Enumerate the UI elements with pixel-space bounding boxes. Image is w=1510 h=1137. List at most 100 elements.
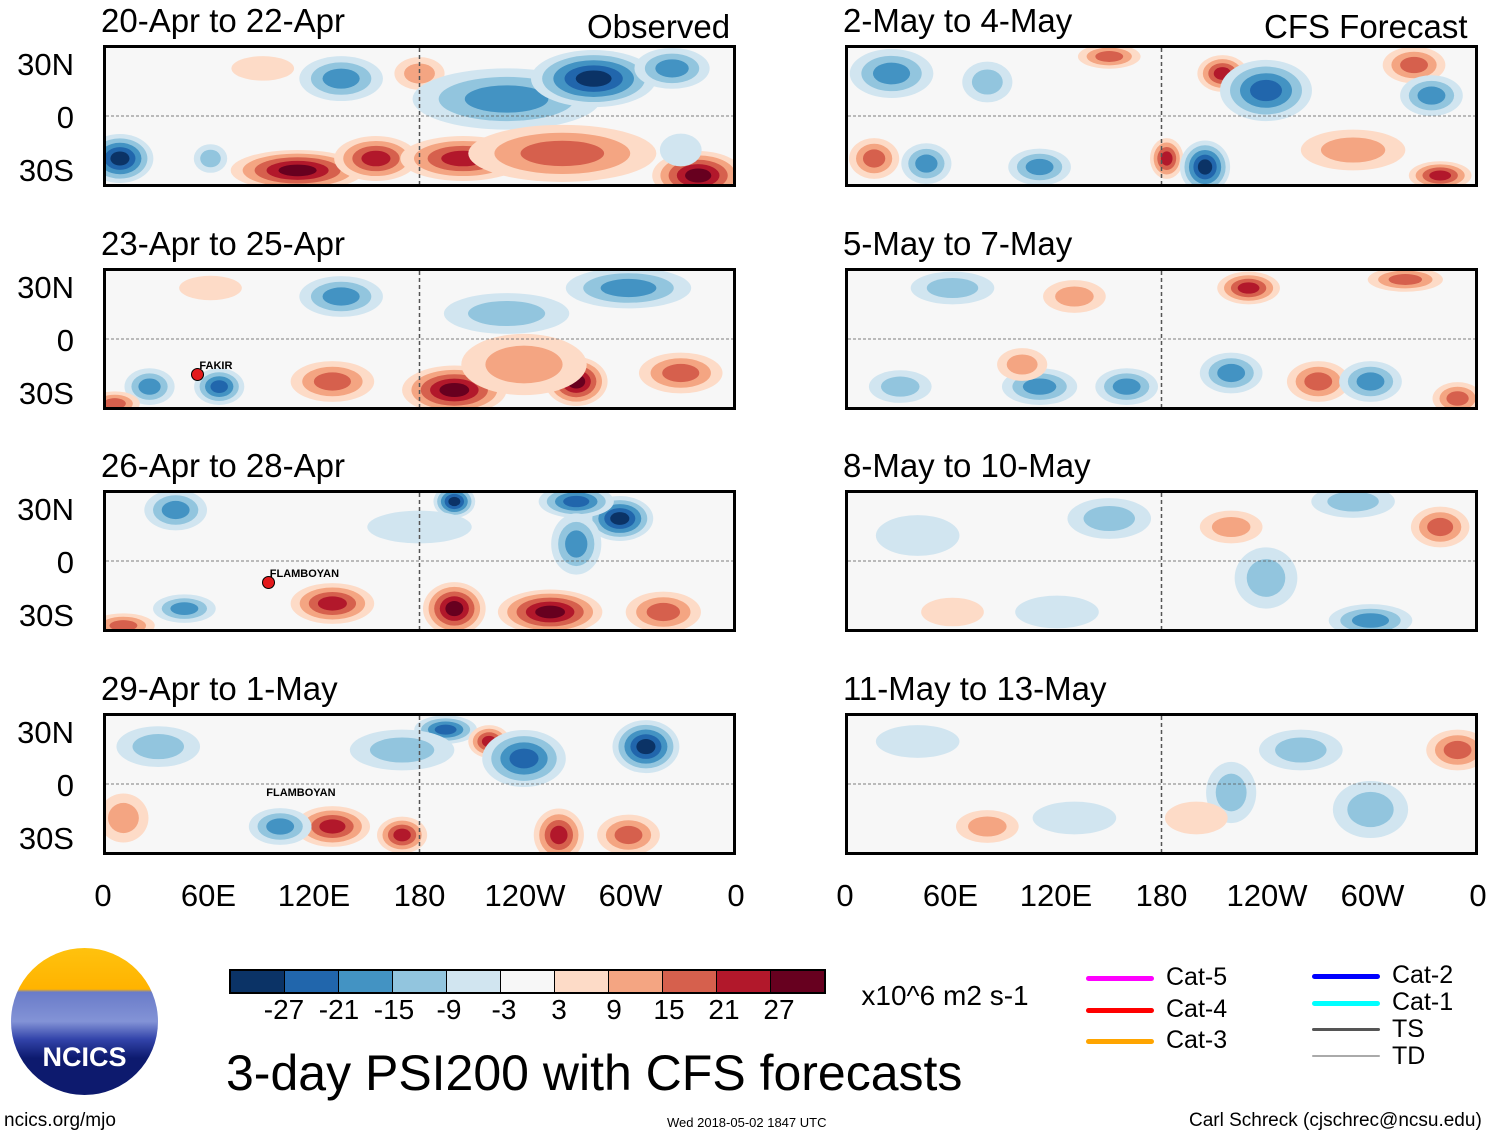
- legend-label: Cat-4: [1166, 995, 1228, 1023]
- colorbar: [229, 969, 826, 994]
- lat-label: 0: [56, 545, 74, 580]
- positive-anomaly-contour: [1095, 51, 1124, 62]
- positive-anomaly-contour: [1320, 137, 1386, 163]
- negative-anomaly-contour: [110, 151, 130, 166]
- negative-anomaly-contour: [448, 496, 461, 507]
- negative-anomaly-contour: [1032, 801, 1117, 835]
- positive-anomaly-contour: [361, 150, 391, 167]
- negative-anomaly-contour: [1083, 505, 1135, 532]
- positive-anomaly-contour: [179, 275, 242, 301]
- panel-title: 26-Apr to 28-Apr: [101, 447, 345, 484]
- psi-contour-field: [848, 493, 1475, 629]
- colorbar-swatch: [339, 971, 393, 992]
- negative-anomaly-contour: [170, 602, 199, 615]
- colorbar-label: -21: [318, 994, 360, 1025]
- lat-label: 0: [56, 323, 74, 358]
- legend-line: [1086, 976, 1154, 981]
- map-panel: FAKIR: [103, 268, 736, 410]
- colorbar-swatch: [501, 971, 555, 992]
- positive-anomaly-contour: [485, 345, 563, 384]
- lat-label: 30S: [18, 153, 74, 188]
- lon-label: 0: [727, 878, 745, 913]
- colorbar-swatch: [771, 971, 824, 992]
- colorbar-label: 9: [606, 994, 622, 1025]
- positive-anomaly-contour: [646, 602, 681, 622]
- negative-anomaly-contour: [610, 512, 630, 525]
- lon-label: 60E: [180, 878, 237, 913]
- storm-label: FLAMBOYAN: [266, 787, 336, 800]
- lon-label: 60E: [922, 878, 979, 913]
- panel-title: 5-May to 7-May: [843, 225, 1073, 262]
- panel-title: 23-Apr to 25-Apr: [101, 225, 345, 262]
- psi-contour-field: [848, 271, 1475, 407]
- positive-anomaly-contour: [550, 825, 568, 845]
- psi-contour-field: [848, 716, 1475, 852]
- negative-anomaly-contour: [659, 133, 702, 167]
- legend-line: [1312, 1028, 1380, 1031]
- colorbar-label: -27: [263, 994, 305, 1025]
- negative-anomaly-contour: [1022, 378, 1057, 395]
- colorbar-swatch: [609, 971, 663, 992]
- negative-anomaly-contour: [138, 378, 161, 395]
- colorbar-swatch: [555, 971, 609, 992]
- logo-text: NCICS: [42, 1042, 127, 1072]
- storm-marker-icon: [191, 367, 205, 381]
- positive-anomaly-contour: [1427, 517, 1454, 537]
- legend-line: [1312, 1001, 1380, 1006]
- positive-anomaly-contour: [1429, 170, 1452, 181]
- negative-anomaly-contour: [464, 85, 549, 113]
- legend-label: TS: [1392, 1015, 1424, 1043]
- positive-anomaly-contour: [278, 164, 317, 177]
- negative-anomaly-contour: [322, 68, 360, 89]
- negative-anomaly-contour: [132, 734, 184, 760]
- colorbar-label: 15: [653, 994, 685, 1025]
- map-panel: FLAMBOYAN: [103, 490, 736, 632]
- negative-anomaly-contour: [1417, 86, 1446, 105]
- legend-label: TD: [1392, 1042, 1426, 1070]
- negative-anomaly-contour: [1112, 378, 1141, 395]
- lat-label: 30S: [18, 376, 74, 411]
- positive-anomaly-contour: [1164, 801, 1228, 835]
- legend-line: [1312, 1055, 1380, 1057]
- legend-label: Cat-2: [1392, 961, 1454, 989]
- negative-anomaly-contour: [1197, 159, 1213, 175]
- forecast-header: CFS Forecast: [1264, 8, 1468, 45]
- lat-label: 30N: [17, 47, 74, 82]
- negative-anomaly-contour: [1351, 613, 1390, 628]
- positive-anomaly-contour: [968, 816, 1007, 837]
- colorbar-swatch: [447, 971, 501, 992]
- colorbar-swatch: [717, 971, 771, 992]
- colorbar-label: -15: [373, 994, 415, 1025]
- legend-label: Cat-1: [1392, 988, 1454, 1016]
- psi-contour-field: [106, 493, 733, 629]
- storm-label: FLAMBOYAN: [269, 567, 340, 580]
- colorbar-swatch: [231, 971, 285, 992]
- positive-anomaly-contour: [1443, 740, 1472, 760]
- lon-label: 120E: [1019, 878, 1093, 913]
- psi-contour-field: [106, 48, 733, 184]
- positive-anomaly-contour: [404, 63, 435, 84]
- positive-anomaly-contour: [1006, 354, 1038, 375]
- storm-marker-icon: [261, 575, 275, 589]
- positive-anomaly-contour: [1388, 274, 1423, 285]
- positive-anomaly-contour: [106, 398, 126, 407]
- positive-anomaly-contour: [393, 828, 411, 842]
- negative-anomaly-contour: [880, 376, 920, 397]
- lon-label: 60W: [1340, 878, 1405, 913]
- psi-contour-field: [106, 271, 733, 407]
- negative-anomaly-contour: [1347, 791, 1394, 828]
- positive-anomaly-contour: [662, 363, 700, 383]
- negative-anomaly-contour: [200, 149, 221, 168]
- lon-label: 180: [1135, 878, 1188, 913]
- lon-label: 120W: [1226, 878, 1308, 913]
- figure-title: 3-day PSI200 with CFS forecasts: [226, 1045, 963, 1101]
- panel-title: 2-May to 4-May: [843, 2, 1073, 39]
- panel-title: 20-Apr to 22-Apr: [101, 2, 345, 39]
- negative-anomaly-contour: [509, 748, 539, 769]
- negative-anomaly-contour: [563, 495, 590, 508]
- negative-anomaly-contour: [971, 69, 1003, 95]
- lat-label: 0: [56, 100, 74, 135]
- negative-anomaly-contour: [575, 70, 612, 87]
- panel-title: 8-May to 10-May: [843, 447, 1091, 484]
